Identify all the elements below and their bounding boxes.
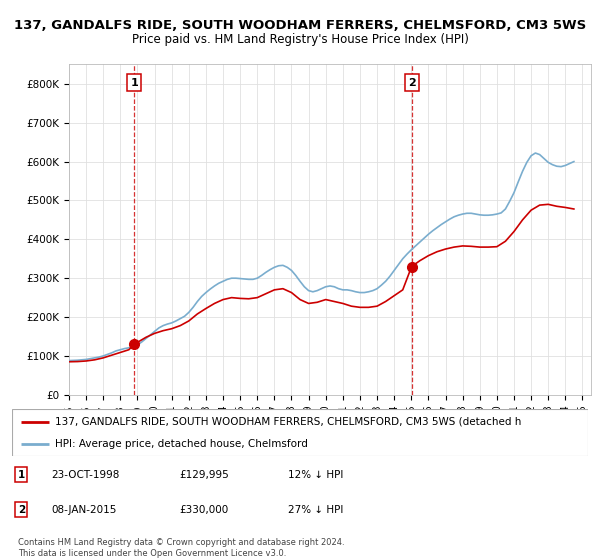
Text: 08-JAN-2015: 08-JAN-2015 bbox=[51, 505, 116, 515]
Text: £330,000: £330,000 bbox=[179, 505, 228, 515]
Text: Price paid vs. HM Land Registry's House Price Index (HPI): Price paid vs. HM Land Registry's House … bbox=[131, 32, 469, 46]
Text: 23-OCT-1998: 23-OCT-1998 bbox=[51, 470, 119, 479]
Text: 27% ↓ HPI: 27% ↓ HPI bbox=[289, 505, 344, 515]
Text: 12% ↓ HPI: 12% ↓ HPI bbox=[289, 470, 344, 479]
Text: 137, GANDALFS RIDE, SOUTH WOODHAM FERRERS, CHELMSFORD, CM3 5WS (detached h: 137, GANDALFS RIDE, SOUTH WOODHAM FERRER… bbox=[55, 417, 521, 427]
Text: 1: 1 bbox=[18, 470, 25, 479]
Text: 2: 2 bbox=[18, 505, 25, 515]
Text: £129,995: £129,995 bbox=[179, 470, 229, 479]
Text: 1: 1 bbox=[130, 78, 138, 87]
Text: 137, GANDALFS RIDE, SOUTH WOODHAM FERRERS, CHELMSFORD, CM3 5WS: 137, GANDALFS RIDE, SOUTH WOODHAM FERRER… bbox=[14, 18, 586, 32]
Text: Contains HM Land Registry data © Crown copyright and database right 2024.
This d: Contains HM Land Registry data © Crown c… bbox=[18, 538, 344, 558]
Text: HPI: Average price, detached house, Chelmsford: HPI: Average price, detached house, Chel… bbox=[55, 438, 308, 449]
Text: 2: 2 bbox=[408, 78, 416, 87]
